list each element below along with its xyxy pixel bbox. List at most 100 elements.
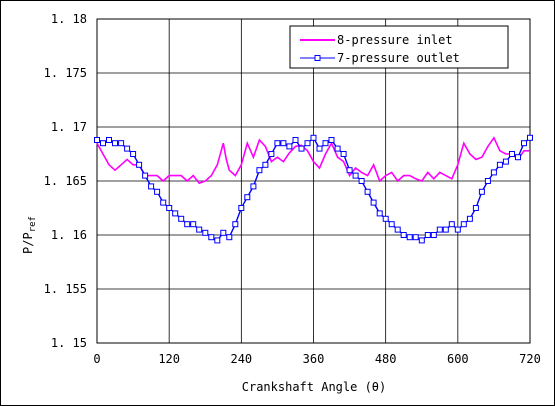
series-point-1 xyxy=(202,229,209,236)
series-point-1 xyxy=(154,188,161,195)
series-point-1 xyxy=(382,215,389,222)
series-point-1 xyxy=(358,178,365,184)
x-axis-label: Crankshaft Angle (θ) xyxy=(242,380,387,394)
series-point-1 xyxy=(124,145,131,152)
series-point-1 xyxy=(274,140,281,147)
y-tick-label: 1. 155 xyxy=(44,282,87,296)
legend-label-inlet: 8-pressure inlet xyxy=(337,33,453,47)
y-tick-label: 1. 175 xyxy=(44,66,87,80)
series-point-1 xyxy=(142,172,149,179)
series-point-1 xyxy=(172,210,179,217)
series-point-1 xyxy=(424,232,431,238)
series-point-1 xyxy=(478,188,485,195)
series-point-1 xyxy=(316,145,323,152)
x-tick-label: 480 xyxy=(375,352,397,366)
series-point-1 xyxy=(490,169,497,176)
series-point-1 xyxy=(406,234,413,241)
series-point-1 xyxy=(280,140,287,147)
legend-label-outlet: 7-pressure outlet xyxy=(337,51,460,65)
series-point-1 xyxy=(328,137,335,143)
y-tick-label: 1. 17 xyxy=(51,120,87,134)
series-point-1 xyxy=(244,194,251,201)
series-point-1 xyxy=(460,221,467,228)
y-axis-label: P/Pref xyxy=(21,216,38,254)
series-point-1 xyxy=(166,205,173,211)
series-point-1 xyxy=(136,161,143,168)
x-tick-label: 0 xyxy=(93,352,100,366)
series-point-1 xyxy=(454,226,461,233)
series-point-1 xyxy=(220,229,227,236)
series-point-1 xyxy=(442,226,449,233)
series-point-1 xyxy=(388,221,395,228)
series-point-1 xyxy=(472,205,479,211)
series-point-1 xyxy=(112,140,118,147)
series-point-1 xyxy=(400,232,407,238)
series-point-1 xyxy=(100,140,106,147)
series-point-1 xyxy=(106,137,112,143)
series-point-1 xyxy=(94,137,100,143)
series-point-1 xyxy=(436,226,443,233)
series-point-1 xyxy=(208,234,215,241)
x-tick-label: 240 xyxy=(230,352,252,366)
grid xyxy=(97,19,530,343)
series-point-1 xyxy=(190,221,197,228)
series-point-1 xyxy=(412,234,419,241)
series-point-1 xyxy=(238,205,245,211)
series-point-1 xyxy=(292,137,299,143)
series-point-1 xyxy=(394,226,401,233)
series-point-1 xyxy=(322,140,329,147)
series-point-1 xyxy=(304,140,311,147)
series-point-1 xyxy=(130,151,137,157)
series-point-1 xyxy=(148,183,155,190)
series-line-0 xyxy=(96,136,530,185)
series-point-1 xyxy=(298,145,305,152)
series-point-1 xyxy=(232,221,239,228)
series-point-1 xyxy=(286,143,293,150)
series-point-1 xyxy=(334,145,341,152)
series-point-1 xyxy=(256,167,263,174)
series-point-1 xyxy=(376,210,383,217)
tick-labels: 0 120 240 360 480 600 720 1. 15 1. 155 1. 16 1. 16… xyxy=(44,12,541,366)
series-point-1 xyxy=(268,151,275,157)
series-point-1 xyxy=(346,167,353,174)
series-point-1 xyxy=(160,199,167,206)
legend: 8-pressure inlet 7-pressure outlet xyxy=(289,25,509,69)
x-tick-label: 360 xyxy=(303,352,325,366)
y-tick-label: 1. 16 xyxy=(51,228,87,242)
series-point-1 xyxy=(502,158,509,165)
series-point-1 xyxy=(418,237,425,244)
series-point-1 xyxy=(370,199,377,206)
x-tick-label: 720 xyxy=(519,352,541,366)
y-tick-label: 1. 15 xyxy=(51,336,87,350)
series-point-1 xyxy=(196,226,203,233)
series-point-1 xyxy=(484,178,491,184)
series-point-1 xyxy=(310,134,317,141)
series-point-1 xyxy=(226,234,233,241)
y-tick-label: 1. 165 xyxy=(44,174,87,188)
series-point-1 xyxy=(178,215,185,222)
series-point-1 xyxy=(340,151,347,157)
x-tick-label: 120 xyxy=(158,352,180,366)
plot-area xyxy=(96,18,531,344)
series-point-1 xyxy=(262,161,269,168)
series-point-1 xyxy=(509,151,515,157)
series-point-1 xyxy=(515,154,521,161)
series-point-1 xyxy=(430,232,437,238)
series-point-1 xyxy=(250,183,257,190)
y-tick-label: 1. 18 xyxy=(51,12,87,26)
legend-marker-outlet xyxy=(314,55,321,61)
series-point-1 xyxy=(118,140,125,147)
legend-box xyxy=(289,25,509,69)
series-point-1 xyxy=(521,140,527,147)
series-point-1 xyxy=(364,188,371,195)
series-point-1 xyxy=(527,134,533,141)
x-tick-label: 600 xyxy=(447,352,469,366)
series-point-1 xyxy=(214,237,221,244)
series-point-1 xyxy=(466,215,473,222)
series-point-1 xyxy=(352,172,359,179)
series-point-1 xyxy=(496,161,503,168)
series-point-1 xyxy=(448,221,455,228)
series-point-1 xyxy=(184,221,191,228)
series-layer xyxy=(94,134,533,244)
